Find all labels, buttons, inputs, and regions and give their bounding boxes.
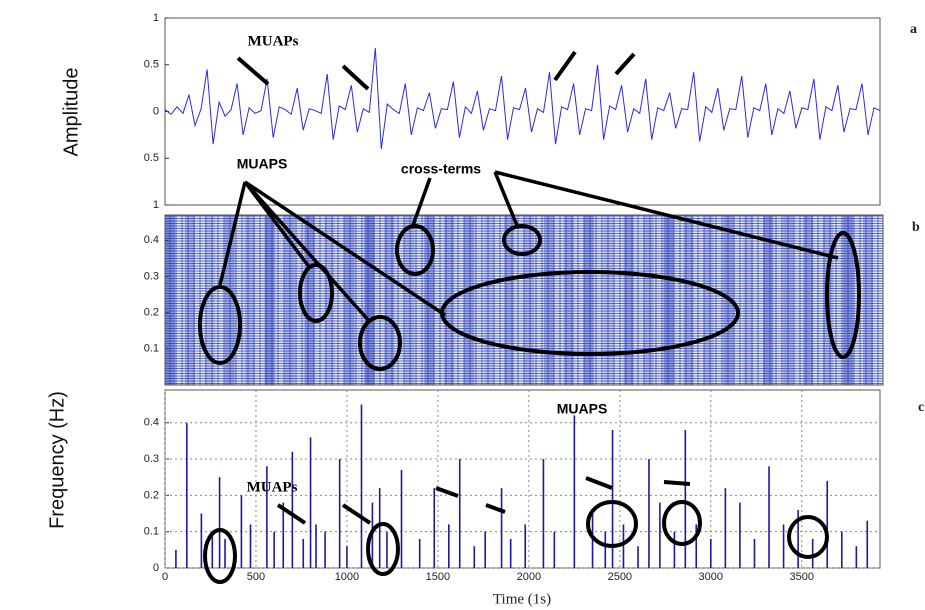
spectral-column	[783, 215, 793, 385]
x-tick-label: 3500	[790, 571, 814, 583]
spectral-column	[524, 215, 534, 385]
spectral-column	[664, 215, 674, 385]
x-tick-label: 500	[247, 571, 265, 583]
panel-letter: a	[910, 22, 917, 37]
annotation: MUAPs	[247, 479, 298, 495]
spectral-column	[484, 215, 494, 385]
x-tick-label: 0	[162, 571, 168, 583]
x-tick-label: 1500	[426, 571, 450, 583]
y-tick-label: 0.4	[144, 417, 159, 429]
spectral-column	[684, 215, 694, 385]
spectral-column	[704, 215, 714, 385]
y-tick-label: 0	[153, 105, 159, 117]
y-tick-label: 1	[153, 12, 159, 24]
panel-letter: c	[918, 400, 924, 415]
spectral-column	[165, 215, 175, 385]
spectral-column	[564, 215, 574, 385]
y-tick-label: 0.5	[144, 152, 159, 164]
y-tick-label: 0.3	[144, 270, 159, 282]
spectral-column	[743, 215, 753, 385]
y-tick-label: 0.3	[144, 453, 159, 465]
y-axis-label: Frequency (Hz)	[46, 391, 68, 529]
x-axis-label: Time (1s)	[493, 591, 551, 607]
spectral-column	[265, 215, 275, 385]
spectral-column	[464, 215, 474, 385]
spectral-column	[604, 215, 614, 385]
annotation: MUAPS	[557, 401, 608, 417]
annotation: MUAPS	[237, 156, 288, 172]
panel-letter: b	[912, 220, 920, 235]
y-tick-label: 0.1	[144, 526, 159, 538]
spectral-column	[544, 215, 554, 385]
x-tick-label: 2000	[517, 571, 541, 583]
spectral-column	[644, 215, 654, 385]
y-tick-label: 0.2	[144, 489, 159, 501]
x-tick-label: 3000	[699, 571, 723, 583]
spectral-column	[584, 215, 594, 385]
y-tick-label: 0	[153, 562, 159, 574]
spectral-column	[384, 215, 394, 385]
annotation: MUAPs	[248, 33, 299, 49]
y-tick-label: 0.5	[144, 59, 159, 71]
spectral-column	[404, 215, 414, 385]
spectral-column	[624, 215, 634, 385]
y-tick-label: 0.2	[144, 307, 159, 319]
y-axis-label: Amplitude	[60, 68, 82, 157]
spectral-column	[185, 215, 195, 385]
x-tick-label: 2500	[608, 571, 632, 583]
spectral-column	[245, 215, 255, 385]
y-tick-label: 1	[153, 199, 159, 211]
annotation: cross-terms	[401, 161, 481, 177]
spectral-column	[803, 215, 813, 385]
y-tick-label: 0.1	[144, 343, 159, 355]
y-tick-label: 0.4	[144, 234, 159, 246]
figure: 1 0.5 0 0.5 1 a Amplitude 0.1 0.2 0.3 0.4 b 0 0.1 0.2 0…	[0, 0, 925, 610]
x-tick-label: 1000	[335, 571, 359, 583]
spectral-column	[863, 215, 873, 385]
spectral-column	[305, 215, 315, 385]
